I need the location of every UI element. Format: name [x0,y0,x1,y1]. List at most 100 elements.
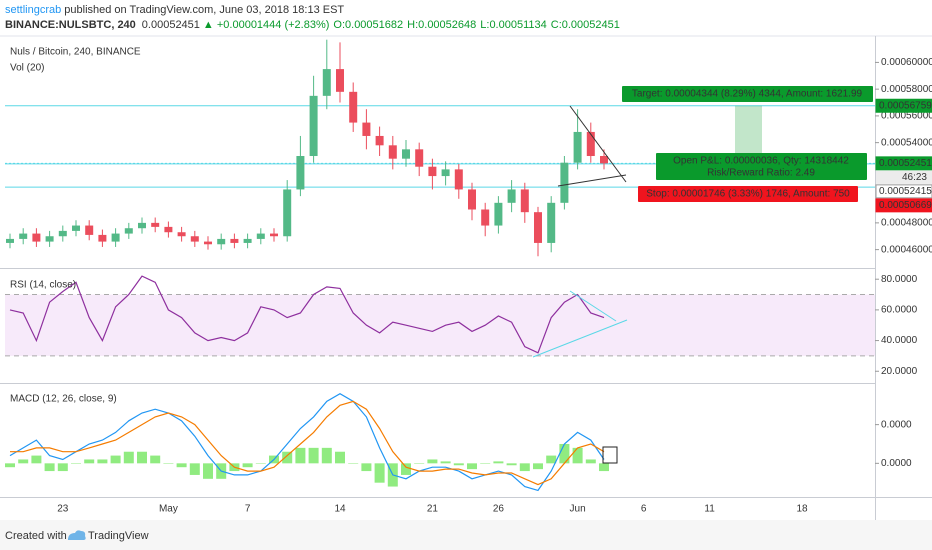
candle-body [362,122,371,136]
trendline[interactable] [557,174,627,187]
x-tick-label: 11 [704,504,715,515]
y-tick-label: 0.00054000 [881,137,932,148]
candle-body [309,95,318,157]
histogram-bar [453,463,464,466]
y-tick-label: 0.00060000 [881,57,932,68]
footer-brand[interactable]: TradingView [88,530,149,542]
candle-body [388,145,397,159]
candle-body [256,233,265,239]
histogram-bar [84,459,95,464]
y-tick-label: 40.0000 [881,335,918,346]
candle-body [204,241,212,245]
histogram-bar [440,461,451,464]
x-tick-label: Jun [570,504,586,515]
candle-body [6,238,14,243]
candle-body [177,232,186,237]
series-line [9,275,605,354]
ratio-label: Risk/Reward Ratio: 2.49 [707,168,815,179]
price-level-label: 0.00052415 [879,186,932,197]
histogram-bar [18,459,29,464]
histogram-bar [123,451,134,464]
price-level-label: 0.00052451 [879,158,932,169]
candle-body [45,236,54,242]
price-level-box [875,98,932,113]
target-label: Target: 0.00004344 (8.29%) 4344, Amount:… [632,89,863,100]
histogram-bar [427,459,438,464]
x-tick-label: 7 [245,504,251,515]
countdown: 46:23 [902,172,927,183]
candle-body [111,233,120,242]
candle-body [573,131,582,163]
header-line: settlingcrab published on TradingView.com… [5,4,344,16]
histogram-bar [97,459,108,464]
candle-body [534,212,542,243]
price-level-label: 0.00050669 [879,200,932,211]
x-tick-label: 14 [334,504,346,515]
x-tick-label: 23 [57,504,69,515]
pane-title: MACD (12, 26, close, 9) [10,394,117,405]
histogram-bar [321,447,332,464]
candle-body [336,69,344,92]
histogram-bar [572,447,583,464]
candle-body [151,222,160,227]
histogram-bar [71,463,81,464]
candle-body [270,233,278,237]
histogram-bar [493,461,504,464]
background-layer: 0.00060000 0.00058000 0.00056000 0.00054000… [5,57,932,469]
pnl-box [656,153,867,180]
author[interactable]: settlingcrab [5,4,61,16]
candle-body [586,131,595,157]
candle-body [190,236,199,242]
stop-box [638,186,858,202]
histogram-bar [467,463,477,470]
histogram-bar [57,463,68,472]
target-box [622,86,873,102]
y-tick-label: 0.00048000 [881,218,932,229]
change: ▲ +0.00001444 (+2.83%) [203,19,329,31]
rsi-trendline[interactable] [532,319,628,358]
histogram-bar [559,443,570,464]
candle-body [230,238,239,243]
y-tick-label: 0.0000 [881,419,912,430]
histogram-bar [176,463,187,468]
histogram-bar [414,463,425,464]
rsi-trendline[interactable] [569,290,617,322]
x-tick-label: 6 [641,504,647,515]
trendline[interactable] [569,105,627,183]
candle-body [428,166,437,177]
candle-body [402,149,410,159]
histogram-bar [480,463,491,464]
histogram-bar [203,463,213,479]
histogram-bar [335,451,345,464]
histogram-bar [401,463,411,475]
candle-body [58,230,67,237]
countdown-box [876,170,932,184]
data-layer [5,39,609,492]
rsi-band [5,294,875,356]
y-tick-label: 60.0000 [881,305,918,316]
candle-body [520,189,529,213]
logo[interactable] [68,530,86,540]
candle-body [322,69,331,96]
histogram-bar [242,463,253,468]
candle-body [19,233,28,239]
candle-body [243,238,252,243]
histogram-bar [599,463,609,472]
histogram-bar [150,455,161,464]
histogram-bar [282,451,293,464]
footer-bar [0,520,932,550]
highlight-box[interactable] [602,446,618,464]
candle-body [494,202,503,226]
y-tick-label: 80.0000 [881,274,918,285]
histogram-bar [546,455,557,464]
candle-body [217,238,226,245]
y-tick-label: 20.0000 [881,366,918,377]
histogram-bar [110,455,121,464]
price-level-box [875,184,932,199]
histogram-bar [361,463,372,472]
histogram-bar [506,463,517,466]
candle-body [98,234,107,242]
footer-text: Created with [5,530,67,542]
